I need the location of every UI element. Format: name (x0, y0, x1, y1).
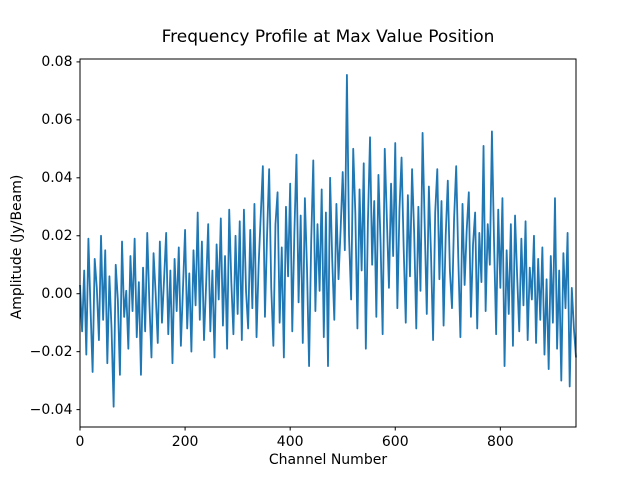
x-tick-label: 0 (75, 434, 85, 450)
y-tick-label: −0.02 (29, 343, 73, 360)
y-tick-label: 0.00 (41, 285, 73, 302)
tick-marks (76, 61, 501, 431)
x-tick-label: 800 (486, 434, 514, 450)
y-tick-label: 0.02 (41, 227, 73, 244)
y-tick-label: 0.06 (41, 111, 73, 128)
y-tick-label: 0.08 (41, 53, 73, 70)
chart-title: Frequency Profile at Max Value Position (161, 27, 495, 47)
axes-frame (79, 58, 577, 428)
signal-line (79, 74, 577, 408)
x-tick-label: 600 (381, 434, 409, 450)
x-tick-label: 200 (171, 434, 199, 450)
y-tick-label: 0.04 (41, 169, 73, 186)
x-tick-label: 400 (276, 434, 304, 450)
x-axis-label: Channel Number (268, 452, 388, 468)
y-tick-label: −0.04 (29, 401, 73, 418)
